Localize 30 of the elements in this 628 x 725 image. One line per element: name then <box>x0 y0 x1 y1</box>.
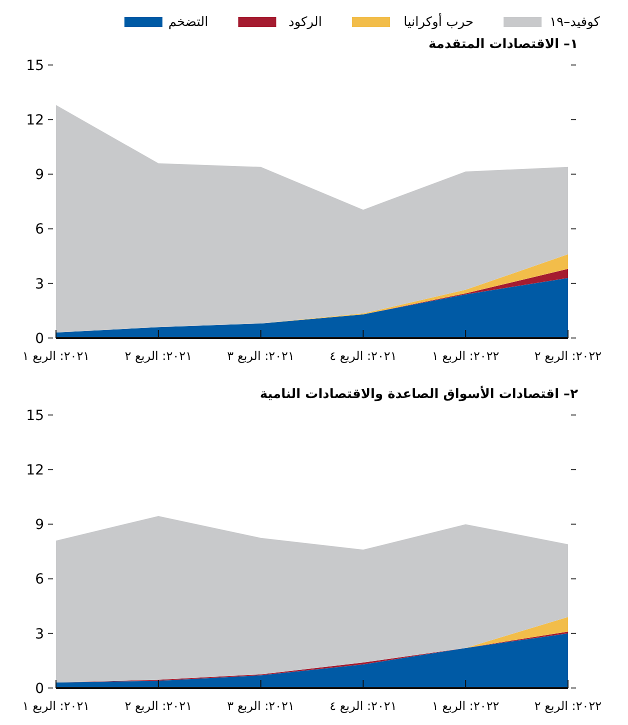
y-tick-label: 6 <box>35 222 44 238</box>
x-tick-label: ٢٠٢١: الربع ١ <box>22 349 90 363</box>
x-tick-label: ٢٠٢٢: الربع ٢ <box>534 699 602 713</box>
x-tick-label: ٢٠٢٢: الربع ١ <box>432 349 500 363</box>
y-tick-label: 15 <box>26 408 44 424</box>
chart-title: ١– الاقتصادات المتقدمة <box>428 37 578 52</box>
legend-label: كوفيد–١٩ <box>550 15 601 30</box>
y-tick-label: 3 <box>35 276 44 292</box>
legend-label: حرب أوكرانيا <box>404 13 474 30</box>
x-tick-label: ٢٠٢١: الربع ٤ <box>330 699 397 713</box>
x-tick-label: ٢٠٢٢: الربع ١ <box>432 699 500 713</box>
x-tick-label: ٢٠٢١: الربع ١ <box>22 699 90 713</box>
y-tick-label: 12 <box>26 462 44 478</box>
chart-title: ٢– اقتصادات الأسواق الصاعدة والاقتصادات النامية <box>260 385 578 402</box>
y-tick-label: 9 <box>35 517 44 534</box>
y-tick-label: 3 <box>35 626 44 642</box>
x-tick-label: ٢٠٢٢: الربع ٢ <box>534 349 602 363</box>
y-tick-label: 9 <box>35 167 44 184</box>
x-tick-label: ٢٠٢١: الربع ٢ <box>124 699 192 713</box>
x-tick-label: ٢٠٢١: الربع ٢ <box>124 349 192 363</box>
legend-label: التضخم <box>168 15 208 30</box>
x-tick-label: ٢٠٢١: الربع ٤ <box>330 349 397 363</box>
legend-label: الركود <box>288 15 322 30</box>
y-tick-label: 0 <box>35 330 44 347</box>
y-tick-label: 12 <box>26 112 44 128</box>
y-tick-label: 15 <box>26 58 44 74</box>
y-tick-label: 0 <box>35 680 44 697</box>
x-tick-label: ٢٠٢١: الربع ٣ <box>227 349 294 363</box>
y-tick-label: 6 <box>35 572 44 588</box>
x-tick-label: ٢٠٢١: الربع ٣ <box>227 699 294 713</box>
